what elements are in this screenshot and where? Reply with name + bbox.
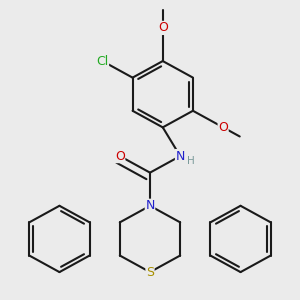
Text: H: H <box>187 155 194 166</box>
Text: O: O <box>115 150 125 163</box>
Text: N: N <box>176 150 185 163</box>
Text: Cl: Cl <box>96 55 109 68</box>
Text: S: S <box>146 266 154 279</box>
Text: O: O <box>158 21 168 34</box>
Text: O: O <box>218 121 228 134</box>
Text: N: N <box>145 199 155 212</box>
